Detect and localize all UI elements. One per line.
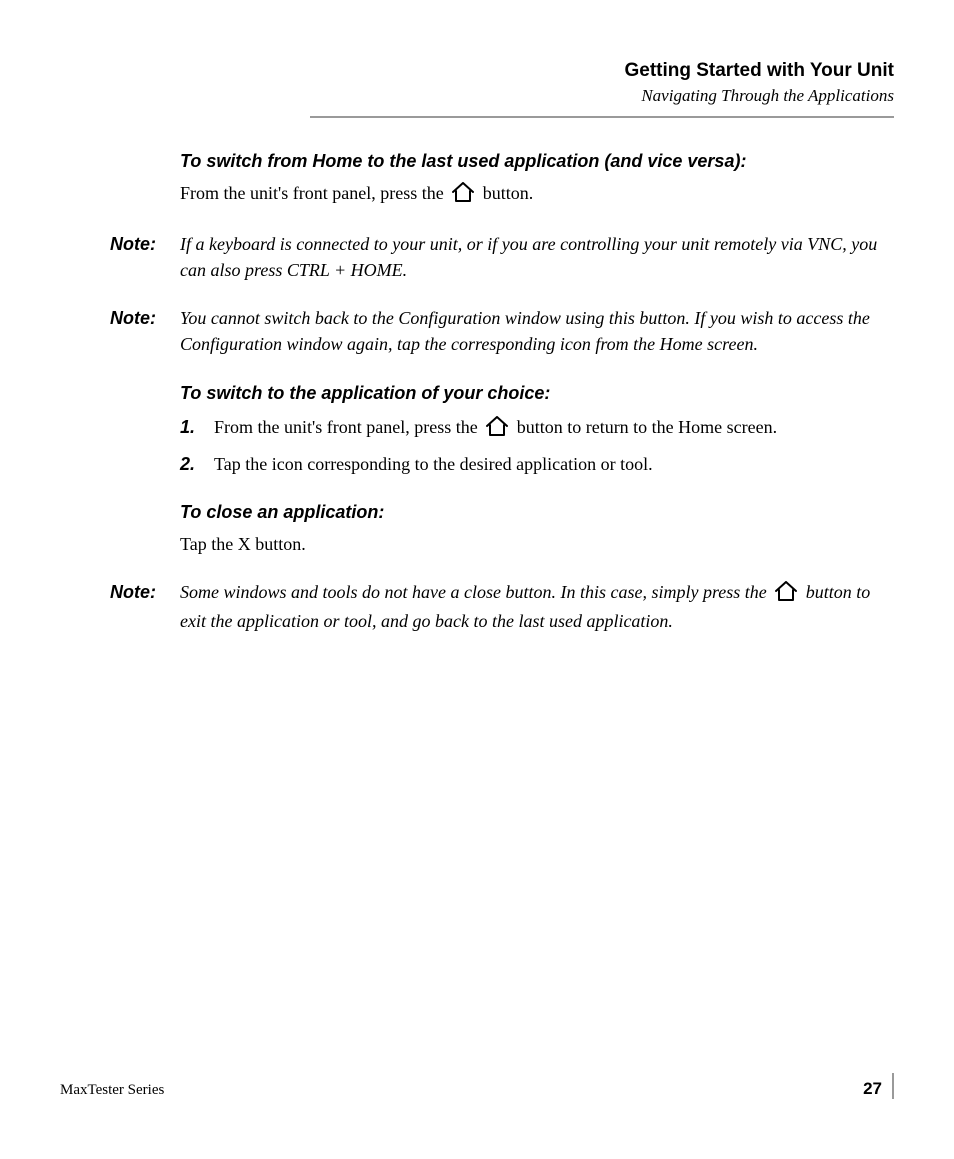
note-1: Note: If a keyboard is connected to your… xyxy=(110,231,894,283)
page-header: Getting Started with Your Unit Navigatin… xyxy=(310,60,894,118)
step-body: From the unit's front panel, press the b… xyxy=(214,414,777,443)
note-3: Note: Some windows and tools do not have… xyxy=(110,579,894,634)
note-label: Note: xyxy=(110,579,180,634)
step-number: 1. xyxy=(180,414,214,443)
text-pre: Some windows and tools do not have a clo… xyxy=(180,582,771,602)
footer-page-number: 27 xyxy=(863,1079,882,1099)
home-icon xyxy=(773,581,799,608)
header-title: Getting Started with Your Unit xyxy=(310,60,894,82)
section-close-app-title: To close an application: xyxy=(180,499,894,525)
text-pre: From the unit's front panel, press the xyxy=(180,183,448,203)
note-label: Note: xyxy=(110,231,180,283)
note-2: Note: You cannot switch back to the Conf… xyxy=(110,305,894,357)
note-label: Note: xyxy=(110,305,180,357)
footer-rule xyxy=(892,1073,894,1099)
header-rule xyxy=(310,116,894,118)
text-post: button. xyxy=(483,183,534,203)
home-icon xyxy=(450,182,476,209)
note-body: If a keyboard is connected to your unit,… xyxy=(180,231,894,283)
footer-product: MaxTester Series xyxy=(60,1082,164,1099)
section-close-app-body: Tap the X button. xyxy=(180,531,894,557)
note-body: You cannot switch back to the Configurat… xyxy=(180,305,894,357)
page-footer: MaxTester Series 27 xyxy=(60,1073,894,1099)
text-pre: From the unit's front panel, press the xyxy=(214,417,482,437)
text-post: button to return to the Home screen. xyxy=(517,417,777,437)
step-number: 2. xyxy=(180,451,214,477)
step-1: 1. From the unit's front panel, press th… xyxy=(180,414,894,443)
section-switch-choice-title: To switch to the application of your cho… xyxy=(180,380,894,406)
step-2: 2. Tap the icon corresponding to the des… xyxy=(180,451,894,477)
step-body: Tap the icon corresponding to the desire… xyxy=(214,451,653,477)
section-switch-home-title: To switch from Home to the last used app… xyxy=(180,148,894,174)
section-switch-home-body: From the unit's front panel, press the b… xyxy=(180,180,894,209)
footer-right: 27 xyxy=(863,1073,894,1099)
page-content: To switch from Home to the last used app… xyxy=(180,148,894,634)
page: Getting Started with Your Unit Navigatin… xyxy=(0,0,954,1159)
note-body: Some windows and tools do not have a clo… xyxy=(180,579,894,634)
home-icon xyxy=(484,416,510,443)
header-subtitle: Navigating Through the Applications xyxy=(310,86,894,106)
